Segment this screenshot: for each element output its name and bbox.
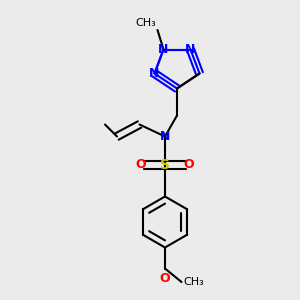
- Text: O: O: [160, 272, 170, 284]
- Text: S: S: [160, 158, 170, 172]
- Text: N: N: [149, 67, 160, 80]
- Text: O: O: [136, 158, 146, 172]
- Text: O: O: [184, 158, 194, 172]
- Text: CH₃: CH₃: [183, 277, 204, 287]
- Text: N: N: [160, 130, 170, 143]
- Text: N: N: [185, 43, 196, 56]
- Text: CH₃: CH₃: [135, 19, 156, 28]
- Text: N: N: [158, 43, 169, 56]
